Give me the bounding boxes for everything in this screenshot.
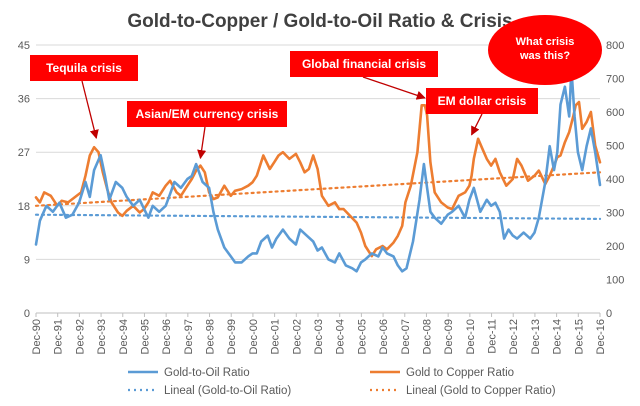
legend-label-lineal-gold-to-oil-ratio: Lineal (Gold-to-Oil Ratio) <box>164 385 291 397</box>
x-tick-label: Dec-11 <box>487 319 499 354</box>
y-left-tick-label: 45 <box>18 40 30 52</box>
chart-title: Gold-to-Copper / Gold-to-Oil Ratio & Cri… <box>127 11 512 32</box>
legend-label-gold-to-oil-ratio: Gold-to-Oil Ratio <box>164 367 250 379</box>
x-tick-label: Dec-09 <box>443 319 455 354</box>
crisis-ellipse-label-line: What crisis <box>516 36 575 48</box>
x-tick-label: Dec-14 <box>552 319 564 354</box>
x-tick-label: Dec-93 <box>96 319 108 354</box>
annotation-box-tequila-crisis <box>30 55 138 81</box>
x-tick-label: Dec-04 <box>335 319 347 354</box>
annotation-arrow-tequila-crisis <box>81 80 99 140</box>
x-tick-label: Dec-98 <box>205 319 217 354</box>
x-tick-label: Dec-92 <box>74 319 86 354</box>
series-line-gold-to-copper-ratio <box>34 100 602 258</box>
series-line-lineal-gold-to-oil-ratio <box>34 213 602 220</box>
x-tick-label: Dec-97 <box>183 319 195 354</box>
legend: Gold-to-Oil Ratio Gold to Copper Ratio Lin… <box>128 367 556 397</box>
y-left-tick-label: 36 <box>18 94 30 106</box>
x-tick-label: Dec-00 <box>248 319 260 354</box>
x-tick-label: Dec-12 <box>508 319 520 354</box>
x-tick-label: Dec-96 <box>161 319 173 354</box>
annotation-label-tequila-crisis: Tequila crisis <box>46 61 122 75</box>
y-right-tick-label: 700 <box>606 74 624 86</box>
y-right-tick-label: 200 <box>606 241 624 253</box>
x-tick-label: Dec-15 <box>573 319 585 354</box>
crisis-ellipse-label-line: was this? <box>519 50 570 62</box>
annotation-box-asian-em-currency-crisis <box>127 101 287 127</box>
x-tick-label: Dec-91 <box>53 319 65 354</box>
annotation-label-global-financial-crisis: Global financial crisis <box>302 57 426 71</box>
y-left-tick-label: 27 <box>18 147 30 159</box>
crisis-ellipse <box>488 15 602 85</box>
annotation-arrow-em-dollar-crisis <box>471 113 483 136</box>
x-tick-label: Dec-02 <box>291 319 303 354</box>
legend-label-lineal-gold-to-copper-ratio: Lineal (Gold to Copper Ratio) <box>406 385 556 397</box>
annotation-label-em-dollar-crisis: EM dollar crisis <box>438 94 527 108</box>
legend-label-gold-to-copper-ratio: Gold to Copper Ratio <box>406 367 514 379</box>
y-right-tick-label: 500 <box>606 141 624 153</box>
x-tick-label: Dec-95 <box>139 319 151 354</box>
annotation-arrow-global-financial-crisis <box>362 76 426 100</box>
x-tick-label: Dec-01 <box>270 319 282 354</box>
x-tick-label: Dec-05 <box>356 319 368 354</box>
series-line-gold-to-oil-ratio <box>34 67 602 273</box>
x-tick-label: Dec-03 <box>313 319 325 354</box>
x-tick-label: Dec-10 <box>465 319 477 354</box>
series-line-lineal-gold-to-copper-ratio <box>34 171 602 207</box>
y-right-tick-label: 600 <box>606 107 624 119</box>
y-left-tick-label: 0 <box>24 308 30 320</box>
annotation-box-global-financial-crisis <box>290 51 438 77</box>
y-right-tick-label: 800 <box>606 40 624 52</box>
x-tick-label: Dec-94 <box>118 319 130 354</box>
x-tick-label: Dec-16 <box>595 319 607 354</box>
y-right-tick-label: 0 <box>606 308 612 320</box>
y-right-tick-label: 400 <box>606 174 624 186</box>
annotation-layer: Tequila crisis Asian/EM currency crisis Gl… <box>30 15 602 160</box>
y-left-tick-label: 18 <box>18 201 30 213</box>
series-layer <box>34 67 602 273</box>
annotation-box-em-dollar-crisis <box>426 88 538 114</box>
x-tick-label: Dec-07 <box>400 319 412 354</box>
x-tick-label: Dec-90 <box>31 319 43 354</box>
x-tick-label: Dec-99 <box>226 319 238 354</box>
annotation-arrow-asian-em-currency-crisis <box>197 126 207 160</box>
x-tick-label: Dec-06 <box>378 319 390 354</box>
y-right-tick-label: 100 <box>606 275 624 287</box>
x-tick-label: Dec-08 <box>421 319 433 354</box>
axes: 0 9 18 27 36 45 0 100 200 300 400 500 600 700 800 Dec-9… <box>18 40 625 354</box>
x-tick-label: Dec-13 <box>530 319 542 354</box>
y-right-tick-label: 300 <box>606 208 624 220</box>
y-left-tick-label: 9 <box>24 254 30 266</box>
annotation-label-asian-em-currency-crisis: Asian/EM currency crisis <box>136 107 279 121</box>
